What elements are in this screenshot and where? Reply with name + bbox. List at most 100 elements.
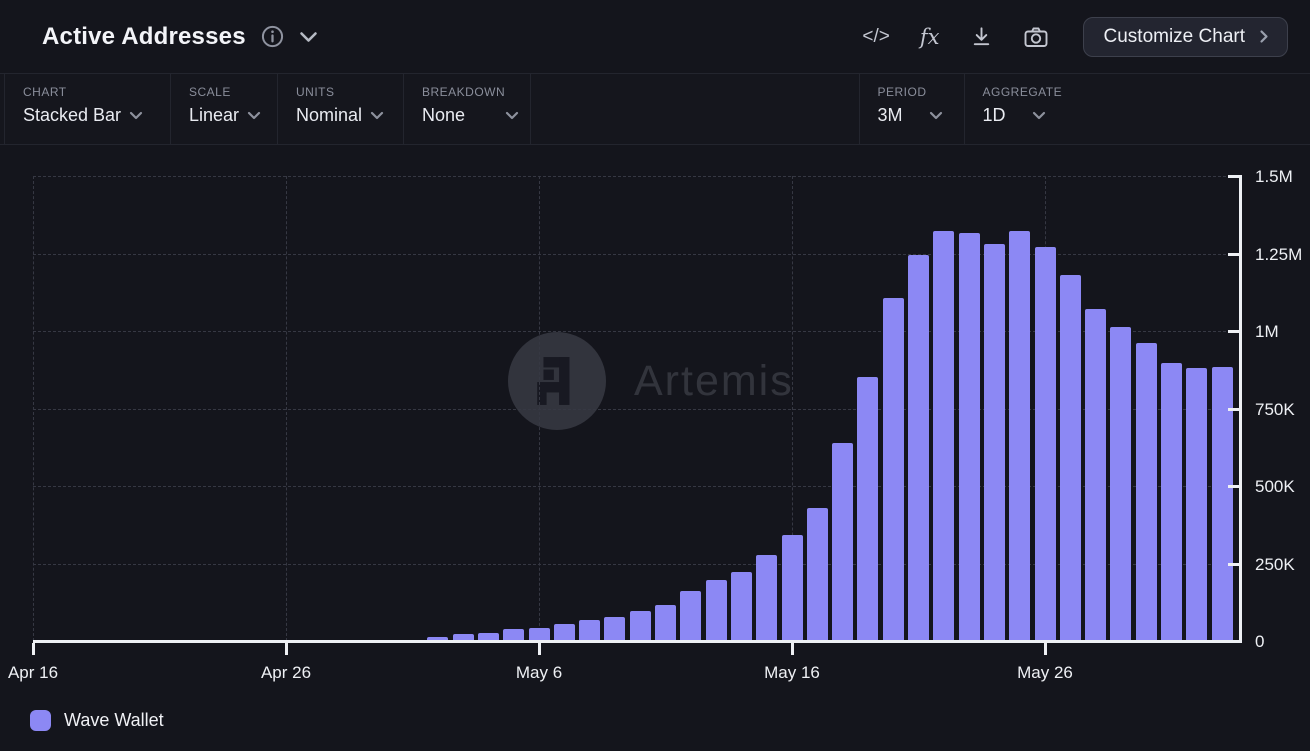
chevron-down-icon [370, 111, 384, 120]
bar-may-6[interactable] [528, 627, 550, 641]
bar-may-19[interactable] [857, 377, 879, 641]
x-axis [33, 640, 1242, 643]
y-tick-label: 1.5M [1255, 167, 1293, 186]
control-value: None [422, 105, 466, 125]
bar-jun-2[interactable] [1211, 366, 1233, 641]
y-axis-tick [1228, 407, 1242, 411]
bar-may-5[interactable] [503, 628, 525, 641]
control-label: UNITS [296, 85, 335, 99]
vertical-gridline [792, 176, 793, 641]
bar-may-22[interactable] [933, 230, 955, 641]
toolbar: CHART Stacked Bar SCALE Linear UNITS Nom… [0, 73, 1310, 145]
x-tick-label: Apr 26 [260, 663, 312, 682]
artemis-logo-icon [508, 332, 606, 430]
bar-may-18[interactable] [832, 443, 854, 641]
vertical-gridline [286, 176, 287, 641]
bar-may-27[interactable] [1059, 274, 1081, 641]
control-label: AGGREGATE [982, 85, 1063, 99]
control-label: PERIOD [877, 85, 927, 99]
bar-jun-1[interactable] [1186, 367, 1208, 641]
y-tick-label: 500K [1255, 477, 1295, 496]
y-axis-tick [1228, 252, 1242, 256]
control-value: 3M [877, 105, 903, 125]
bar-may-16[interactable] [781, 534, 803, 641]
control-breakdown[interactable]: BREAKDOWN None [404, 74, 531, 144]
control-aggregate[interactable]: AGGREGATE 1D [965, 74, 1310, 144]
y-axis-tick [1228, 485, 1242, 488]
legend-item-wave-wallet[interactable]: Wave Wallet [30, 710, 164, 731]
bar-may-11[interactable] [655, 605, 676, 641]
bar-may-17[interactable] [806, 508, 828, 641]
bar-may-12[interactable] [680, 590, 702, 641]
bar-may-23[interactable] [958, 233, 980, 641]
watermark: Artemis [508, 332, 794, 430]
horizontal-gridline [33, 563, 1241, 565]
y-axis-tick [1228, 330, 1242, 333]
bar-may-24[interactable] [983, 244, 1005, 641]
chevron-down-icon [929, 111, 942, 120]
x-axis-tick [791, 643, 794, 655]
customize-chart-button[interactable]: Customize Chart [1082, 16, 1288, 57]
control-scale[interactable]: SCALE Linear [171, 74, 278, 144]
bar-may-8[interactable] [579, 620, 601, 641]
vertical-gridline [33, 176, 34, 641]
x-axis-tick [1044, 643, 1047, 655]
control-value: Stacked Bar [23, 105, 122, 125]
horizontal-gridline [33, 408, 1241, 410]
camera-icon[interactable] [1023, 25, 1049, 49]
control-label: CHART [23, 85, 67, 99]
y-tick-label: 1.25M [1255, 244, 1303, 264]
x-tick-label: May 6 [515, 663, 563, 682]
chevron-down-icon [129, 111, 143, 120]
download-icon[interactable] [970, 25, 993, 48]
control-label: SCALE [189, 85, 231, 99]
info-icon[interactable] [260, 24, 285, 49]
horizontal-gridline [33, 176, 1241, 177]
bar-may-3[interactable] [452, 633, 474, 641]
bar-may-7[interactable] [553, 623, 575, 641]
header: Active Addresses </> fx [0, 0, 1310, 73]
formula-icon[interactable]: fx [919, 24, 940, 49]
x-axis-tick [538, 643, 541, 655]
chevron-down-icon [1032, 111, 1045, 120]
control-period[interactable]: PERIOD 3M [860, 74, 965, 144]
header-actions: </> fx Customize Chart [862, 16, 1288, 57]
page-title: Active Addresses [42, 22, 246, 50]
horizontal-gridline [33, 253, 1241, 255]
y-axis-tick [1228, 640, 1242, 643]
bar-may-4[interactable] [477, 632, 499, 641]
vertical-gridline [539, 176, 540, 641]
control-value: Nominal [296, 105, 363, 125]
title-chevron-down-icon[interactable] [299, 31, 318, 43]
bar-may-29[interactable] [1110, 326, 1132, 641]
toolbar-spacer [531, 74, 860, 144]
control-units[interactable]: UNITS Nominal [278, 74, 404, 144]
control-value: 1D [982, 105, 1006, 125]
control-chart-type[interactable]: CHART Stacked Bar [4, 74, 171, 144]
bar-may-31[interactable] [1161, 362, 1182, 641]
x-axis-tick [285, 643, 288, 655]
bar-may-15[interactable] [756, 554, 778, 641]
bar-may-9[interactable] [604, 616, 626, 641]
bar-may-26[interactable] [1034, 247, 1056, 641]
legend-label: Wave Wallet [64, 710, 164, 730]
bar-may-21[interactable] [908, 255, 929, 641]
chevron-down-icon [247, 111, 261, 120]
code-icon[interactable]: </> [862, 25, 890, 47]
bar-may-13[interactable] [705, 580, 727, 641]
bar-may-20[interactable] [882, 298, 904, 641]
bar-may-2[interactable] [427, 636, 449, 641]
y-axis-tick [1228, 562, 1242, 566]
customize-chart-label: Customize Chart [1103, 25, 1246, 47]
y-tick-label: 250K [1255, 554, 1295, 574]
bar-may-10[interactable] [629, 610, 651, 641]
bar-may-28[interactable] [1085, 309, 1107, 641]
bar-may-30[interactable] [1135, 343, 1157, 641]
bar-may-14[interactable] [730, 571, 752, 641]
y-tick-label: 0 [1255, 632, 1265, 651]
title-group: Active Addresses [42, 23, 318, 51]
bar-may-25[interactable] [1009, 231, 1031, 641]
y-tick-label: 1M [1255, 322, 1279, 341]
